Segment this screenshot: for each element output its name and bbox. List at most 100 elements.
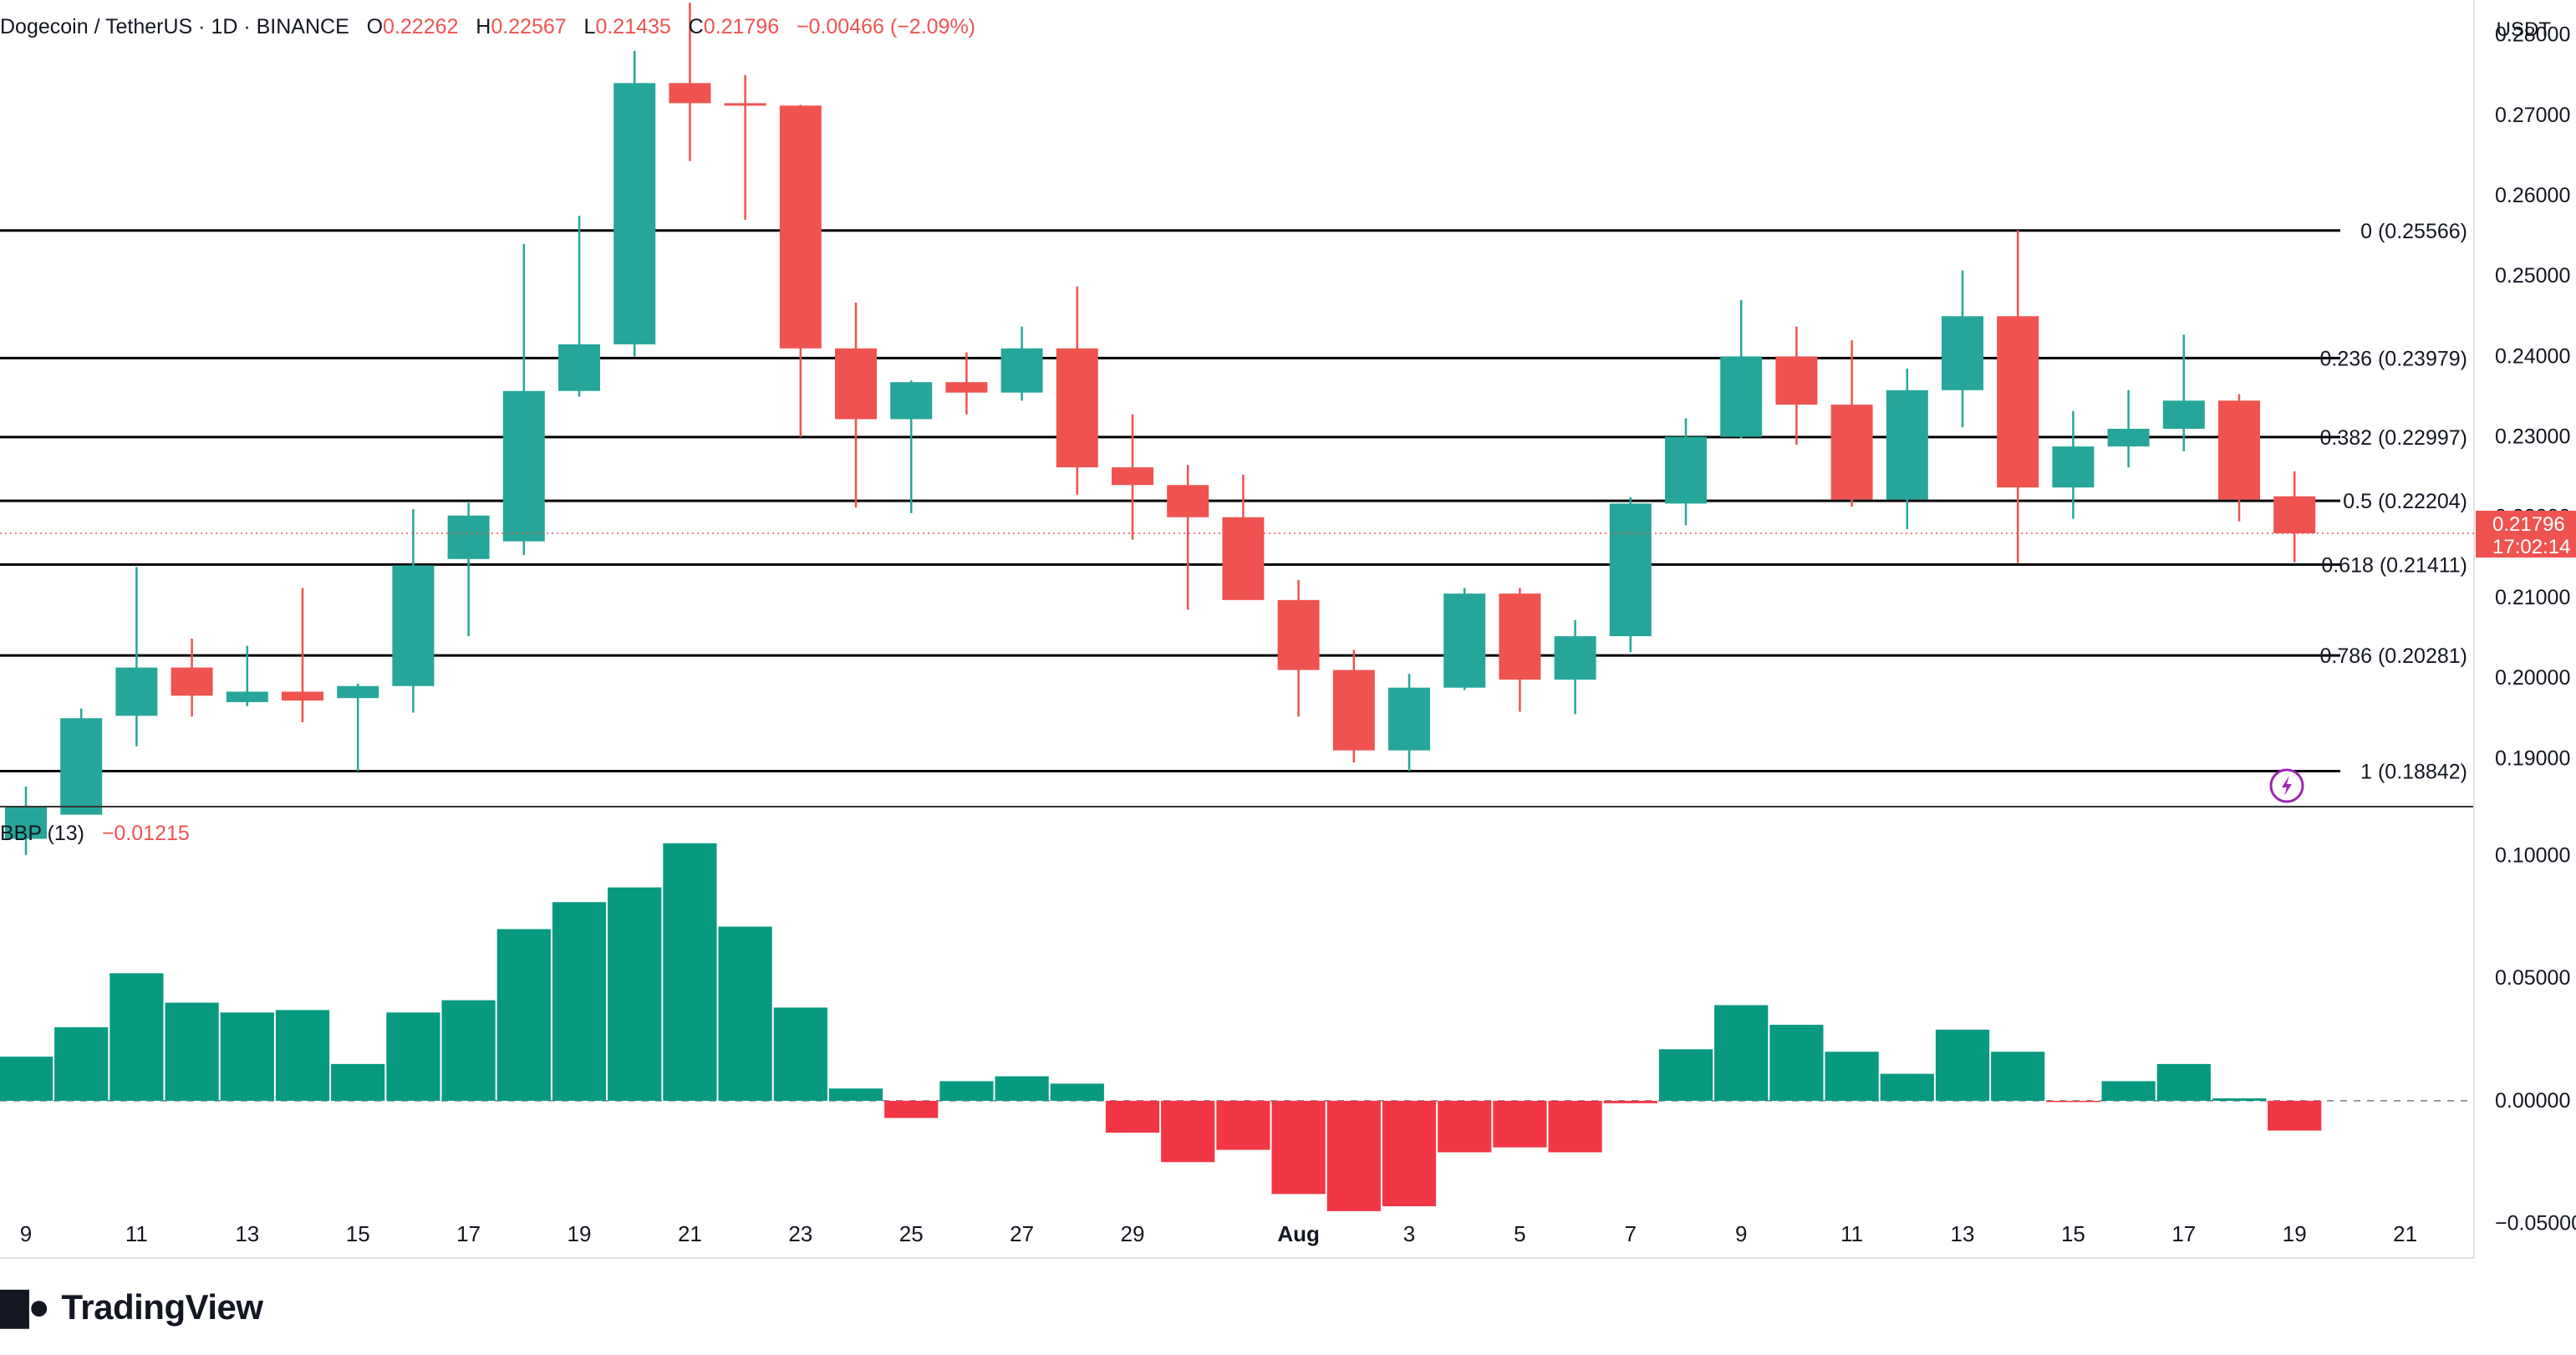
bbp-bar [1991,1052,2045,1101]
tradingview-logo[interactable]: ▇● TradingView [0,1286,263,1328]
bbp-tick-label: 0.10000 [2495,843,2570,867]
axes: 0.190000.200000.210000.220000.230000.240… [0,0,2576,1259]
indicator-name[interactable]: BBP (13) [0,822,84,845]
high-value: 0.22567 [491,15,567,38]
candle-body [1222,517,1265,600]
symbol-header: Dogecoin / TetherUS · 1D · BINANCE O0.22… [0,15,975,39]
fib-level-label: 0.618 (0.21411) [2321,553,2467,577]
candle-body [1388,687,1430,751]
bbp-bar [1548,1100,1602,1153]
low-value: 0.21435 [595,15,671,38]
time-tick-label: 3 [1403,1221,1415,1246]
alert-icon[interactable] [2269,768,2304,803]
candle-body [1499,593,1541,680]
bbp-bar [2156,1063,2211,1101]
bbp-bar [54,1026,109,1101]
bbp-bar [2268,1100,2322,1131]
time-tick-label: 13 [1951,1221,1975,1246]
candle-body [779,105,822,349]
time-tick-label: 5 [1514,1221,1525,1246]
bbp-tick-label: 0.05000 [2495,966,2570,990]
candle-body [1775,356,1818,405]
bbp-bar [109,973,164,1101]
candle-body [1886,390,1928,500]
candle-body [945,382,988,393]
candle-body [2107,428,2150,447]
price-tick-label: 0.19000 [2495,746,2570,770]
candle-body [1554,636,1596,680]
time-tick-label: Aug [1277,1221,1320,1246]
candle-body [2162,400,2205,429]
indicator-value: −0.01215 [101,822,190,845]
candle-body [613,83,656,344]
bbp-bar [1880,1073,1934,1101]
price-tick-label: 0.26000 [2495,184,2570,207]
candle-body [1720,356,1763,437]
time-tick-label: 13 [235,1221,259,1246]
time-tick-label: 25 [899,1221,924,1246]
time-tick-label: 15 [2061,1221,2085,1246]
fib-level-label: 0.382 (0.22997) [2319,426,2467,450]
bbp-bar [828,1088,883,1101]
open-value: 0.22262 [383,15,459,38]
fib-level-label: 0.236 (0.23979) [2319,347,2467,370]
time-tick-label: 23 [788,1221,812,1246]
symbol-title[interactable]: Dogecoin / TetherUS · 1D · BINANCE [0,15,349,38]
candle-body [724,103,766,106]
bbp-bar [2212,1098,2267,1101]
bbp-bar [1493,1100,1547,1148]
brand-label: TradingView [61,1286,263,1327]
time-tick-label: 15 [346,1221,370,1246]
bbp-bar [2046,1100,2100,1103]
bbp-bar [386,1012,440,1101]
price-tick-label: 0.23000 [2495,425,2570,449]
bbp-bar [1825,1052,1879,1101]
candle-body [2052,446,2095,488]
bbp-bar [1603,1100,1657,1103]
bbp-bar [718,926,772,1101]
time-tick-label: 11 [125,1221,148,1246]
candle-body [60,718,103,815]
candle-body [1277,599,1320,670]
candle-body [447,515,490,559]
fib-level-label: 0.5 (0.22204) [2343,490,2467,513]
candle-body [1997,316,2039,488]
bbp-bar [2101,1081,2156,1101]
candle-body [2218,400,2260,500]
bbp-bar [1935,1029,1990,1101]
candle-body [2273,496,2316,533]
bbp-bar [1438,1100,1492,1153]
bbp-bar [552,902,607,1101]
price-axis-unit[interactable]: USDT [2496,18,2551,41]
bbp-bar [496,929,551,1101]
bbp-bar [995,1076,1049,1101]
time-tick-label: 11 [1840,1221,1863,1246]
close-label: C [688,15,704,38]
bbp-bar [1161,1100,1215,1163]
bbp-bar [884,1100,939,1118]
bbp-bar [220,1012,274,1101]
bbp-bar [165,1002,219,1101]
time-tick-label: 9 [1735,1221,1747,1246]
candle-body [1056,348,1098,468]
price-tick-label: 0.27000 [2495,104,2570,127]
candlestick-series [5,3,2316,855]
candle-body [1332,670,1375,751]
bbp-tick-label: −0.05000 [2495,1212,2576,1235]
bbp-bar [1105,1100,1160,1133]
time-tick-label: 17 [2171,1221,2196,1246]
time-tick-label: 29 [1121,1221,1145,1246]
price-tick-label: 0.24000 [2495,344,2570,368]
bbp-bar [1271,1100,1326,1195]
candle-body [1167,485,1209,517]
candle-body [5,807,47,839]
close-value: 0.21796 [703,15,780,38]
open-label: O [366,15,384,38]
bbp-histogram [0,843,2474,1211]
bbp-tick-label: 0.00000 [2495,1089,2570,1113]
candle-body [1665,436,1707,504]
candle-body [226,691,268,702]
candle-body [502,390,545,542]
candle-body [337,685,379,699]
